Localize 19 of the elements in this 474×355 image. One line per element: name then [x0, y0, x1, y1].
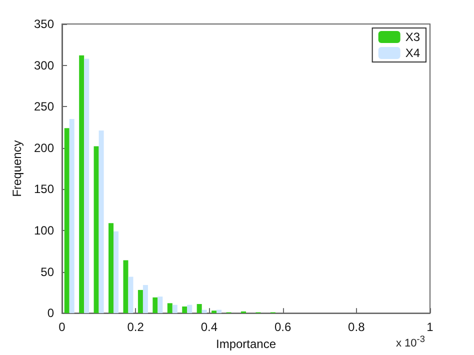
- y-axis-title: Frequency: [10, 140, 24, 197]
- legend-label: X3: [405, 30, 420, 44]
- x-axis-title: Importance: [216, 337, 276, 351]
- x-tick-label: 0.4: [200, 320, 218, 334]
- y-tick-label: 100: [34, 224, 54, 238]
- x-tick-label: 1: [426, 320, 434, 334]
- x-tick-label: 0.8: [348, 320, 366, 334]
- x-tick-label: 0: [58, 320, 66, 334]
- y-tick-label: 0: [47, 306, 54, 320]
- text: x 10$^{-3}$: [396, 334, 425, 350]
- y-tick-label: 150: [34, 182, 54, 196]
- y-tick-label: 250: [34, 100, 54, 114]
- y-tick-label: 50: [40, 264, 54, 279]
- legend-label: X4: [405, 46, 420, 60]
- x-tick-label: 0.6: [274, 320, 292, 334]
- y-tick-label: 300: [34, 58, 54, 72]
- y-tick-label: 350: [34, 17, 54, 31]
- y-tick-label: 200: [34, 140, 54, 155]
- x-tick-label: 0.2: [127, 320, 144, 334]
